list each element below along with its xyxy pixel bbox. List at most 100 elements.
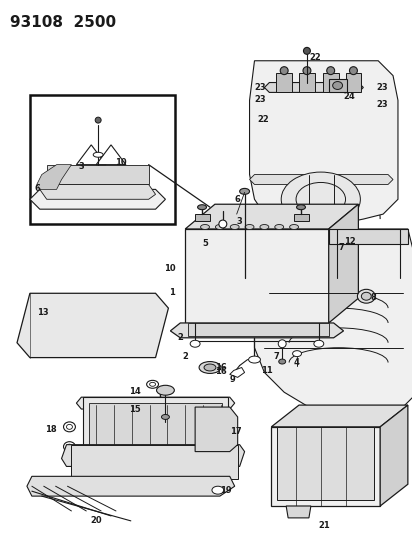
Polygon shape <box>285 506 310 518</box>
Text: 3: 3 <box>236 217 242 226</box>
Text: 21: 21 <box>317 521 329 530</box>
Text: 14: 14 <box>128 387 140 396</box>
Ellipse shape <box>146 381 158 388</box>
Bar <box>71 445 237 479</box>
Polygon shape <box>27 477 234 496</box>
Ellipse shape <box>295 182 345 216</box>
Polygon shape <box>195 214 209 221</box>
Ellipse shape <box>199 361 220 374</box>
Ellipse shape <box>211 486 223 494</box>
Polygon shape <box>249 61 397 227</box>
Ellipse shape <box>332 82 342 90</box>
Text: 4: 4 <box>292 358 298 367</box>
Text: 22: 22 <box>257 115 269 124</box>
Text: 23: 23 <box>375 100 387 109</box>
Ellipse shape <box>197 205 206 209</box>
Text: 23: 23 <box>254 95 266 104</box>
Ellipse shape <box>239 188 249 195</box>
Text: 23: 23 <box>254 83 266 92</box>
Text: 1: 1 <box>169 288 175 297</box>
Text: 18: 18 <box>45 425 57 434</box>
Polygon shape <box>76 397 234 409</box>
Text: 6: 6 <box>234 195 240 204</box>
Ellipse shape <box>289 224 298 230</box>
Polygon shape <box>379 405 407 506</box>
Text: 16: 16 <box>214 367 226 376</box>
Polygon shape <box>188 323 328 336</box>
Polygon shape <box>271 405 407 427</box>
Text: 9: 9 <box>229 375 235 384</box>
Ellipse shape <box>95 117 101 123</box>
Text: 19: 19 <box>219 486 231 495</box>
Ellipse shape <box>63 422 75 432</box>
Polygon shape <box>62 445 244 466</box>
Ellipse shape <box>230 224 239 230</box>
Polygon shape <box>170 323 343 338</box>
Polygon shape <box>328 229 407 244</box>
Ellipse shape <box>361 292 370 300</box>
Ellipse shape <box>66 424 72 429</box>
Bar <box>89 403 221 446</box>
Text: 5: 5 <box>202 239 207 248</box>
Ellipse shape <box>218 220 226 228</box>
Polygon shape <box>254 229 412 417</box>
Text: 6: 6 <box>35 184 40 193</box>
Text: 11: 11 <box>261 366 273 375</box>
Ellipse shape <box>280 172 359 227</box>
Polygon shape <box>96 145 126 165</box>
Polygon shape <box>76 145 106 165</box>
Bar <box>83 397 227 451</box>
Ellipse shape <box>156 413 164 417</box>
Polygon shape <box>40 184 155 199</box>
Text: 22: 22 <box>308 53 320 62</box>
Polygon shape <box>185 204 358 229</box>
Ellipse shape <box>349 67 356 75</box>
Text: 12: 12 <box>343 237 354 246</box>
Ellipse shape <box>302 67 310 75</box>
Text: 23: 23 <box>375 83 387 92</box>
Polygon shape <box>271 427 379 506</box>
Ellipse shape <box>156 385 174 395</box>
Ellipse shape <box>326 67 334 75</box>
Text: 16: 16 <box>214 362 226 372</box>
Text: 7: 7 <box>273 352 278 361</box>
Ellipse shape <box>204 364 216 371</box>
Polygon shape <box>322 72 338 92</box>
Polygon shape <box>298 72 314 92</box>
Polygon shape <box>328 204 358 323</box>
Text: 2: 2 <box>182 352 188 361</box>
Ellipse shape <box>248 356 260 363</box>
Polygon shape <box>275 72 292 92</box>
Polygon shape <box>293 214 308 221</box>
Polygon shape <box>17 293 168 358</box>
Ellipse shape <box>303 47 310 54</box>
Polygon shape <box>277 427 373 500</box>
Ellipse shape <box>244 224 254 230</box>
Polygon shape <box>30 189 165 209</box>
Text: 93108  2500: 93108 2500 <box>10 15 116 30</box>
Text: 10: 10 <box>163 264 175 272</box>
Ellipse shape <box>278 359 285 364</box>
Polygon shape <box>47 165 148 184</box>
Text: 8: 8 <box>369 293 375 302</box>
Polygon shape <box>195 407 237 451</box>
Polygon shape <box>345 72 361 92</box>
Bar <box>30 95 175 224</box>
Text: 10: 10 <box>115 158 126 167</box>
Text: 2: 2 <box>177 333 183 342</box>
Ellipse shape <box>356 289 374 303</box>
Ellipse shape <box>93 152 103 157</box>
Ellipse shape <box>66 444 72 449</box>
Ellipse shape <box>200 224 209 230</box>
Polygon shape <box>185 229 328 323</box>
Text: 15: 15 <box>128 405 140 414</box>
Text: 24: 24 <box>343 92 354 101</box>
Ellipse shape <box>296 205 305 209</box>
Text: 20: 20 <box>90 516 102 525</box>
Text: 13: 13 <box>37 308 48 317</box>
Ellipse shape <box>274 224 283 230</box>
Text: 17: 17 <box>229 427 241 436</box>
Polygon shape <box>37 165 71 189</box>
Ellipse shape <box>63 442 75 451</box>
Ellipse shape <box>292 351 301 357</box>
